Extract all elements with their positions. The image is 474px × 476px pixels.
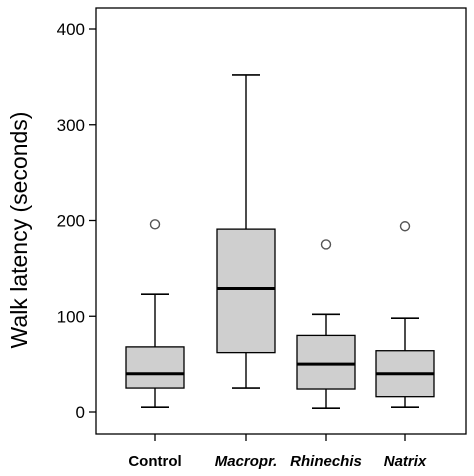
box-group [216,74,276,389]
box-group [296,239,356,409]
outlier-point [320,239,332,250]
box-group [125,219,185,409]
x-tick-label: Control [128,453,181,470]
boxes [125,74,435,409]
iqr-box [216,228,276,354]
y-tick-label: 300 [57,116,85,135]
x-tick-label: Macropr. [215,453,278,470]
y-tick-label: 200 [57,212,85,231]
x-tick-label: Natrix [384,453,427,470]
y-tick-label: 100 [57,307,85,326]
x-axis: Control Macropr. Rhinechis Natrix [128,434,427,470]
y-tick-label: 400 [57,20,85,39]
y-axis: 0 100 200 300 400 [57,20,96,422]
box-group [375,221,435,409]
iqr-box [125,346,185,389]
outlier-point [399,221,411,232]
y-tick-label: 0 [76,403,85,422]
outlier-point [149,219,161,230]
x-tick-label: Rhinechis [290,453,362,470]
y-axis-label: Walk latency (seconds) [6,112,32,349]
iqr-box [296,334,356,390]
